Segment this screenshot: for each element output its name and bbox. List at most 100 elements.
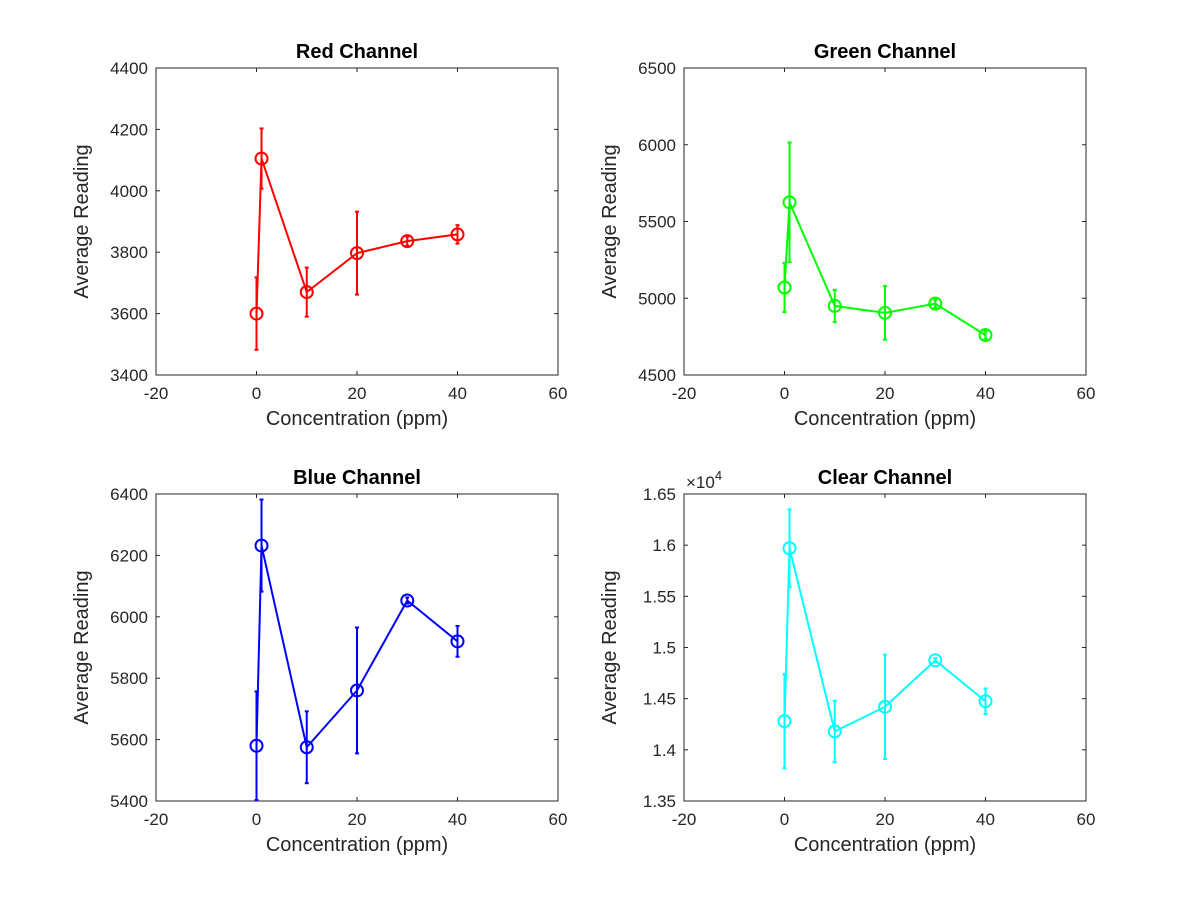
red-data-point [400, 234, 415, 249]
red-y-tick-label: 4400 [110, 59, 148, 78]
green-x-tick-label: 20 [876, 384, 895, 403]
clear-channel-chart: -20 0 20 40 60 1.35 1.4 1.45 1.5 1.55 1.6 1.65 ×104 C… [599, 467, 1095, 856]
clear-y-tick-label: 1.45 [643, 690, 676, 709]
green-data-point [928, 296, 943, 311]
blue-error-bar [254, 690, 259, 802]
green-y-tick-label: 5500 [638, 213, 676, 232]
clear-error-bar [782, 673, 787, 770]
clear-error-bar [832, 699, 837, 764]
green-y-axis-label: Average Reading [599, 144, 621, 298]
clear-data-point [782, 541, 797, 556]
blue-x-axis-label: Concentration (ppm) [266, 834, 448, 856]
clear-exponent-label: ×104 [686, 468, 722, 492]
green-x-tick-label: 0 [780, 384, 789, 403]
blue-x-tick-label: 20 [348, 810, 367, 829]
red-data-point [450, 227, 465, 242]
green-x-tick-label: 40 [976, 384, 995, 403]
red-error-bar [304, 266, 309, 318]
clear-x-tick-label: 60 [1077, 810, 1096, 829]
red-y-tick-label: 4000 [110, 182, 148, 201]
clear-y-tick-label: 1.35 [643, 792, 676, 811]
red-y-tick-label: 3800 [110, 243, 148, 262]
blue-y-tick-label: 6400 [110, 485, 148, 504]
green-y-tick-label: 5000 [638, 289, 676, 308]
blue-data-point [254, 538, 269, 553]
clear-error-bar [787, 508, 792, 589]
green-data-point [777, 280, 792, 295]
clear-error-bar [883, 653, 887, 761]
green-error-bar [983, 330, 988, 340]
red-y-tick-label: 3600 [110, 305, 148, 324]
red-error-bar [405, 235, 410, 247]
green-data-point [878, 305, 892, 320]
blue-y-tick-label: 5600 [110, 731, 148, 750]
clear-x-tick-label: -20 [672, 810, 697, 829]
red-chart-title: Red Channel [296, 41, 418, 63]
red-error-bar [355, 210, 359, 296]
blue-y-tick-label: 5400 [110, 792, 148, 811]
green-error-bar [832, 288, 837, 324]
red-error-bar [259, 127, 264, 190]
red-y-axis-label: Average Reading [71, 144, 93, 298]
green-x-axis-label: Concentration (ppm) [794, 408, 976, 430]
green-y-tick-label: 6000 [638, 136, 676, 155]
green-error-bar [782, 261, 787, 314]
green-data-point [827, 298, 842, 313]
green-data-point [978, 328, 993, 343]
clear-data-point [928, 653, 943, 668]
red-x-tick-label: 40 [448, 384, 467, 403]
blue-data-point [400, 593, 415, 608]
blue-y-tick-label: 5800 [110, 669, 148, 688]
red-data-point [254, 151, 269, 166]
red-x-tick-label: 0 [252, 384, 261, 403]
red-x-tick-label: 60 [549, 384, 568, 403]
blue-data-point [299, 740, 314, 755]
blue-chart-title: Blue Channel [293, 467, 421, 489]
clear-y-tick-label: 1.5 [652, 639, 676, 658]
blue-error-bar [455, 625, 460, 658]
red-y-tick-label: 4200 [110, 120, 148, 139]
blue-error-bar [405, 596, 410, 605]
clear-data-point [777, 714, 792, 729]
red-channel-chart: -20 0 20 40 60 3400 3600 3800 4000 4200 4400 Red Ch… [71, 41, 567, 430]
green-channel-chart: -20 0 20 40 60 4500 5000 5500 6000 6500 Green Chan… [599, 41, 1095, 430]
green-x-tick-label: 60 [1077, 384, 1096, 403]
green-x-tick-label: -20 [672, 384, 697, 403]
clear-x-axis-label: Concentration (ppm) [794, 834, 976, 856]
blue-error-bar [304, 710, 309, 785]
blue-x-tick-label: 40 [448, 810, 467, 829]
green-error-bar [933, 298, 938, 309]
clear-data-point [878, 699, 892, 714]
green-error-bar [883, 284, 887, 341]
clear-error-bar [933, 657, 938, 664]
clear-data-point [978, 694, 993, 709]
red-y-tick-label: 3400 [110, 366, 148, 385]
blue-x-tick-label: 60 [549, 810, 568, 829]
blue-x-tick-label: 0 [252, 810, 261, 829]
red-data-point [350, 246, 364, 261]
red-error-bar [254, 276, 259, 351]
red-x-tick-label: 20 [348, 384, 367, 403]
green-y-tick-label: 6500 [638, 59, 676, 78]
blue-x-tick-label: -20 [144, 810, 169, 829]
blue-y-tick-label: 6000 [110, 608, 148, 627]
clear-data-point [827, 724, 842, 739]
red-x-axis-label: Concentration (ppm) [266, 408, 448, 430]
clear-y-tick-label: 1.65 [643, 485, 676, 504]
clear-y-tick-label: 1.55 [643, 587, 676, 606]
red-data-point [299, 285, 314, 300]
blue-channel-chart: -20 0 20 40 60 5400 5600 5800 6000 6200 6400 Blue C… [71, 467, 567, 856]
clear-y-axis-label: Average Reading [599, 570, 621, 724]
red-data-point [249, 306, 264, 321]
blue-data-point [249, 738, 264, 753]
green-error-bar [787, 141, 792, 264]
clear-x-tick-label: 40 [976, 810, 995, 829]
clear-y-tick-label: 1.6 [652, 536, 676, 555]
red-x-tick-label: -20 [144, 384, 169, 403]
blue-error-bar [259, 498, 264, 593]
green-y-tick-label: 4500 [638, 366, 676, 385]
clear-x-tick-label: 0 [780, 810, 789, 829]
blue-data-point [350, 683, 364, 698]
clear-exponent-power: 4 [715, 468, 722, 483]
blue-error-bar [355, 626, 359, 755]
